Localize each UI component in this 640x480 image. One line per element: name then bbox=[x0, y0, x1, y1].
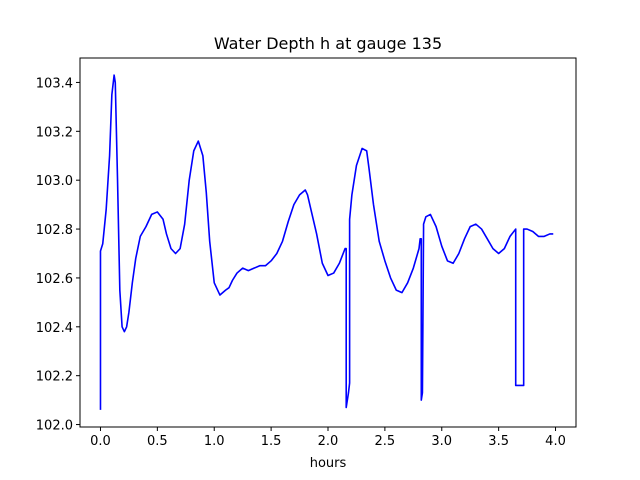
x-tick-label: 1.0 bbox=[204, 434, 225, 449]
y-tick-label: 103.4 bbox=[36, 76, 73, 91]
plot-area: 0.0 0.5 1.0 1.5 2.0 2.5 3.0 3.5 4.0 102.0 102.2 102… bbox=[36, 57, 577, 449]
x-tick-label: 1.5 bbox=[261, 434, 282, 449]
series-line-0 bbox=[99, 74, 554, 410]
y-tick-label: 102.6 bbox=[36, 272, 73, 287]
y-tick-label: 103.2 bbox=[36, 125, 73, 140]
x-tick-label: 4.0 bbox=[545, 434, 566, 449]
y-tick-label: 102.8 bbox=[36, 223, 73, 238]
x-tick-label: 3.0 bbox=[431, 434, 452, 449]
y-tick-label: 102.0 bbox=[36, 419, 73, 434]
x-tick-label: 0.5 bbox=[147, 434, 168, 449]
chart-title: Water Depth h at gauge 135 bbox=[214, 34, 442, 53]
y-tick-label: 102.2 bbox=[36, 370, 73, 385]
x-tick-label: 3.5 bbox=[488, 434, 509, 449]
x-tick-label: 2.0 bbox=[318, 434, 339, 449]
x-tick-label: 0.0 bbox=[90, 434, 111, 449]
y-tick-label: 103.0 bbox=[36, 174, 73, 189]
x-axis-label: hours bbox=[310, 456, 347, 471]
y-tick-label: 102.4 bbox=[36, 321, 73, 336]
axes-frame bbox=[79, 57, 577, 428]
x-tick-label: 2.5 bbox=[375, 434, 396, 449]
